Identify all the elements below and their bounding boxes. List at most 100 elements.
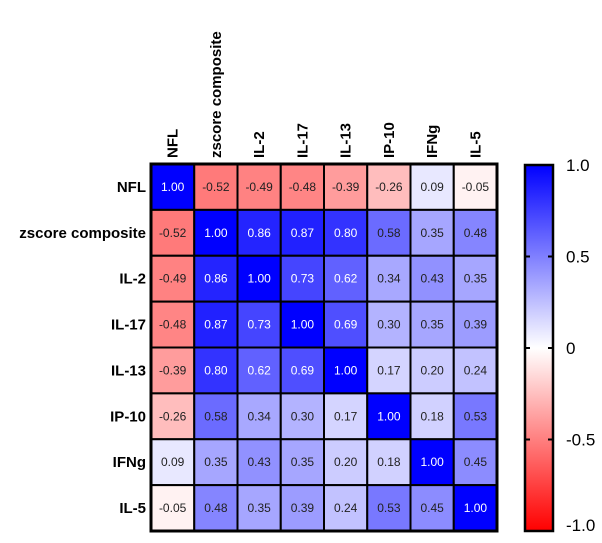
cell-value-label: 0.43 — [420, 272, 444, 286]
cell-value-label: 0.35 — [247, 501, 271, 515]
cell-value-label: 0.73 — [247, 318, 271, 332]
cell-value-label: 0.34 — [377, 272, 401, 286]
cell-value-label: 0.73 — [291, 272, 315, 286]
cell-value-label: 0.24 — [464, 363, 488, 377]
cell-value-label: 1.00 — [161, 180, 185, 194]
colorbar-tick-label: 0 — [566, 339, 575, 358]
column-label: zscore composite — [208, 31, 225, 158]
cell-value-label: 0.45 — [464, 455, 488, 469]
cell-value-label: -0.49 — [245, 180, 273, 194]
row-label: IP-10 — [110, 408, 146, 425]
cell-value-label: 0.09 — [161, 455, 185, 469]
row-label: zscore composite — [19, 225, 146, 242]
heatmap-cell — [236, 254, 282, 303]
cell-value-label: 0.34 — [247, 409, 271, 423]
cell-value-label: -0.52 — [159, 226, 187, 240]
column-labels: NFL zscore composite IL-2 IL-17 IL-13 IP-10 IF… — [165, 31, 485, 158]
heatmap-cell — [279, 346, 325, 395]
heatmap-cell — [236, 438, 282, 487]
cell-value-label: 0.48 — [464, 226, 488, 240]
heatmap-cell — [452, 392, 498, 441]
cell-value-label: -0.05 — [462, 180, 490, 194]
cell-value-label: 1.00 — [377, 409, 401, 423]
cell-value-label: 0.45 — [420, 501, 444, 515]
cell-value-label: 1.00 — [464, 501, 488, 515]
heatmap-cell — [236, 300, 282, 349]
column-label: IL-17 — [294, 123, 311, 158]
cell-value-label: 0.30 — [291, 409, 315, 423]
heatmap-cell — [323, 300, 369, 349]
heatmap-cell — [409, 438, 455, 487]
heatmap-cell — [236, 484, 282, 532]
colorbar-tick-label: -1.0 — [566, 516, 595, 535]
cell-value-label: -0.39 — [159, 363, 187, 377]
cell-value-label: 0.80 — [204, 363, 228, 377]
cell-value-label: 0.35 — [464, 272, 488, 286]
heatmap-cell — [323, 346, 369, 395]
heatmap-cell — [193, 208, 239, 257]
heatmap-cell — [366, 208, 412, 257]
cell-value-label: 0.35 — [420, 318, 444, 332]
heatmap-cell — [452, 163, 498, 211]
heatmap-cell — [193, 438, 239, 487]
heatmap-cell — [366, 392, 412, 441]
heatmap-cell — [452, 208, 498, 257]
cell-value-label: 1.00 — [247, 272, 271, 286]
cell-value-label: -0.26 — [159, 409, 187, 423]
cell-value-label: 0.62 — [334, 272, 358, 286]
colorbar-tick-label: 0.5 — [566, 248, 590, 267]
colorbar-tick-label: -0.5 — [566, 431, 595, 450]
heatmap-cell — [366, 438, 412, 487]
cell-value-label: 0.39 — [464, 318, 488, 332]
cell-value-label: -0.05 — [159, 501, 187, 515]
colorbar-tick-label: 1.0 — [566, 156, 590, 175]
cell-value-label: 0.17 — [377, 363, 401, 377]
column-label: IP-10 — [381, 122, 398, 158]
row-labels: NFL zscore composite IL-2 IL-17 IL-13 IP-10 IF… — [19, 179, 146, 517]
cell-value-label: 0.20 — [420, 363, 444, 377]
cell-value-label: 0.87 — [204, 318, 228, 332]
column-label: NFL — [165, 129, 182, 158]
row-label: NFL — [117, 179, 146, 196]
cell-value-label: 0.58 — [204, 409, 228, 423]
heatmap-cell — [452, 484, 498, 532]
cell-value-label: 0.09 — [420, 180, 444, 194]
column-label: IL-5 — [467, 131, 484, 158]
row-label: IL-2 — [119, 271, 146, 288]
cell-value-label: 1.00 — [334, 363, 358, 377]
row-label: IFNg — [113, 454, 146, 471]
cell-value-label: 0.17 — [334, 409, 358, 423]
cell-value-label: 0.18 — [420, 409, 444, 423]
cell-value-label: 0.35 — [204, 455, 228, 469]
cell-value-label: 0.62 — [247, 363, 271, 377]
cell-value-label: 1.00 — [291, 318, 315, 332]
cell-value-label: 1.00 — [204, 226, 228, 240]
heatmap-cell — [323, 392, 369, 441]
row-label: IL-17 — [111, 317, 146, 334]
column-label: IFNg — [424, 125, 441, 158]
cell-value-label: -0.49 — [159, 272, 187, 286]
cell-value-label: 0.69 — [334, 318, 358, 332]
cell-value-label: 0.69 — [291, 363, 315, 377]
row-label: IL-13 — [111, 362, 146, 379]
heatmap-cell — [409, 300, 455, 349]
heatmap-cell — [279, 254, 325, 303]
heatmap-cell — [279, 208, 325, 257]
cell-value-label: 0.86 — [247, 226, 271, 240]
colorbar: 1.0 0.5 0 -0.5 -1.0 — [523, 156, 595, 535]
heatmap-cell — [366, 254, 412, 303]
heatmap-cell — [452, 438, 498, 487]
cell-value-label: 0.30 — [377, 318, 401, 332]
row-label: IL-5 — [119, 500, 146, 517]
cell-value-label: 1.00 — [420, 455, 444, 469]
cell-value-label: 0.43 — [247, 455, 271, 469]
cell-value-label: 0.35 — [420, 226, 444, 240]
cell-value-label: 0.80 — [334, 226, 358, 240]
cell-value-label: 0.35 — [291, 455, 315, 469]
cell-value-label: 0.53 — [377, 501, 401, 515]
cell-value-label: 0.39 — [291, 501, 315, 515]
cell-value-label: 0.18 — [377, 455, 401, 469]
heatmap-cell — [409, 254, 455, 303]
heatmap-cells: 1.00 -0.52 -0.49 -0.48 -0.39 -0.26 0.09 -0.05 -0… — [149, 162, 499, 533]
